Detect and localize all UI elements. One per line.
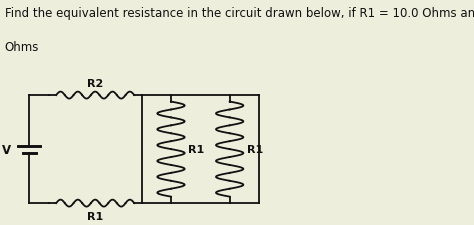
Text: R1: R1 — [188, 144, 204, 154]
Text: R2: R2 — [87, 78, 103, 88]
Text: R1: R1 — [87, 211, 103, 221]
Text: Ohms: Ohms — [5, 40, 39, 54]
Text: R1: R1 — [247, 144, 263, 154]
Text: V: V — [1, 143, 10, 156]
Text: Find the equivalent resistance in the circuit drawn below, if R1 = 10.0 Ohms and: Find the equivalent resistance in the ci… — [5, 7, 474, 20]
